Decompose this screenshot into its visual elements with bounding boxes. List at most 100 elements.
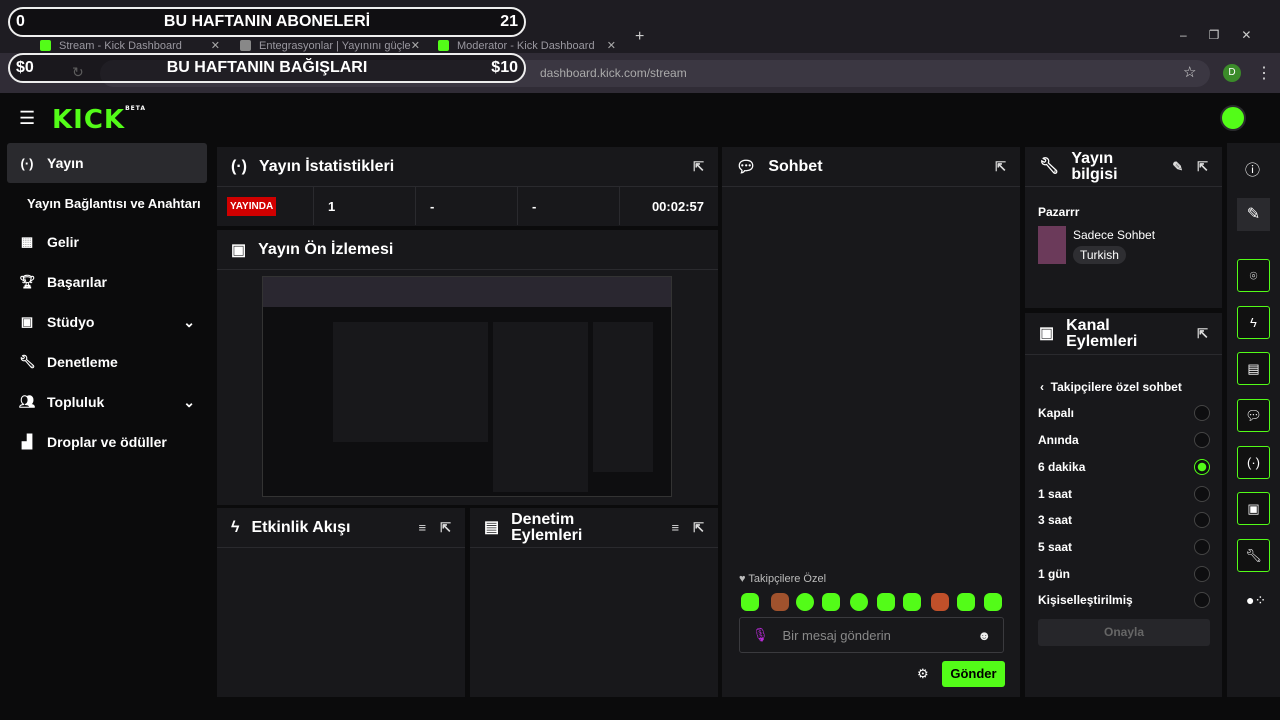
live-badge: YAYINDA <box>227 196 277 216</box>
radio-option[interactable]: 5 saat <box>1038 539 1210 555</box>
browser-menu-icon[interactable]: ⋮ <box>1256 65 1272 82</box>
sidebar-item-denetleme[interactable]: 🔧︎ Denetleme <box>7 342 207 382</box>
broadcast-icon: (·) <box>231 157 247 175</box>
broadcast-rail-icon[interactable]: (·) <box>1237 446 1270 479</box>
emote[interactable] <box>931 593 949 611</box>
browser-tab[interactable]: Stream - Kick Dashboard ✕ <box>40 38 220 53</box>
sidebar-item-basarilar[interactable]: 🏆︎ Başarılar <box>7 262 207 302</box>
wrench-icon: 🔧︎ <box>19 354 36 369</box>
donations-max: $10 <box>491 59 518 76</box>
chevron-down-icon: ⌄ <box>183 393 195 410</box>
chat-rail-icon[interactable]: 💬︎ <box>1237 399 1270 432</box>
panel-header: ϟ Etkinlik Akışı ≡ ⇱ <box>217 508 465 548</box>
panel-header: 🔧︎ Yayın bilgisi ✎ ⇱ <box>1025 147 1222 187</box>
popout-icon[interactable]: ⇱ <box>440 519 451 535</box>
stream-preview-video[interactable] <box>262 276 672 497</box>
sidebar-item-droplar[interactable]: ▟ Droplar ve ödüller <box>7 422 207 462</box>
back-button[interactable]: ‹ Takipçilere özel sohbet <box>1040 380 1182 394</box>
stream-preview-panel: ▣ Yayın Ön İzlemesi <box>217 230 718 505</box>
emote[interactable] <box>741 593 759 611</box>
emote[interactable] <box>957 593 975 611</box>
microphone-icon[interactable]: 🎙︎ <box>752 627 769 642</box>
document-icon: ▤ <box>484 518 500 536</box>
document-rail-icon[interactable]: ▤ <box>1237 352 1270 385</box>
kick-favicon-icon <box>438 40 449 51</box>
close-tab-icon[interactable]: ✕ <box>410 40 420 52</box>
emote[interactable] <box>771 593 789 611</box>
radio-option-selected[interactable]: 6 dakika <box>1038 459 1210 475</box>
browser-tab[interactable]: Moderator - Kick Dashboard ✕ <box>438 38 616 53</box>
stream-category[interactable]: Sadece Sohbet <box>1073 228 1156 242</box>
close-tab-icon[interactable]: ✕ <box>606 40 616 52</box>
popout-icon[interactable]: ⇱ <box>1197 325 1208 341</box>
camera-rail-icon[interactable]: ⌾ <box>1237 259 1270 292</box>
panel-title: Etkinlik Akışı <box>251 518 351 536</box>
chevron-down-icon: ⌄ <box>183 313 195 330</box>
popout-icon[interactable]: ⇱ <box>995 158 1006 174</box>
profile-avatar[interactable]: D <box>1223 64 1241 82</box>
channel-icon: ▣ <box>1039 324 1055 342</box>
close-tab-icon[interactable]: ✕ <box>210 40 220 52</box>
radio-option[interactable]: Anında <box>1038 432 1210 448</box>
window-controls[interactable]: –❐✕ <box>1180 28 1274 42</box>
radio-option[interactable]: 3 saat <box>1038 512 1210 528</box>
emote[interactable] <box>903 593 921 611</box>
sidebar-item-yayin[interactable]: (·) Yayın <box>7 143 207 183</box>
revenue-icon: ▦ <box>20 234 34 249</box>
sidebar-label: Yayın Bağlantısı ve Anahtarı <box>27 195 201 211</box>
chat-placeholder: Bir mesaj gönderin <box>782 627 891 643</box>
channel-rail-icon[interactable]: ▣ <box>1237 492 1270 525</box>
emote[interactable] <box>822 593 840 611</box>
stream-stats-panel: (·) Yayın İstatistikleri ⇱ YAYINDA 1 - - 0… <box>217 147 718 226</box>
popout-icon[interactable]: ⇱ <box>1197 158 1208 174</box>
radio-option[interactable]: 1 saat <box>1038 486 1210 502</box>
lightning-rail-icon[interactable]: ϟ <box>1237 306 1270 339</box>
chat-panel: 💬︎ Sohbet ⇱ <box>722 147 1020 697</box>
user-avatar[interactable] <box>1220 105 1246 131</box>
chat-mode-label: ♥ Takipçilere Özel <box>739 573 827 585</box>
radio-option[interactable]: Kişiselleştirilmiş <box>1038 592 1210 608</box>
filter-icon[interactable]: ≡ <box>418 519 427 535</box>
popout-icon[interactable]: ⇱ <box>693 519 704 535</box>
filter-icon[interactable]: ≡ <box>671 519 680 535</box>
community-icon: 👥︎ <box>19 394 36 409</box>
edit-pencil-icon[interactable]: ✎ <box>1237 198 1270 231</box>
studio-icon: ▣ <box>20 314 34 329</box>
hamburger-menu-icon[interactable]: ☰ <box>19 108 36 128</box>
send-button[interactable]: Gönder <box>942 661 1005 687</box>
sidebar-item-gelir[interactable]: ▦ Gelir <box>7 222 207 262</box>
wrench-rail-icon[interactable]: 🔧︎ <box>1237 539 1270 572</box>
more-widgets-icon[interactable]: ●⁘ <box>1246 592 1267 608</box>
sidebar-item-topluluk[interactable]: 👥︎ Topluluk ⌄ <box>7 382 207 422</box>
sidebar-item-stream-key[interactable]: Yayın Bağlantısı ve Anahtarı <box>7 183 207 223</box>
edit-pencil-icon[interactable]: ✎ <box>1172 158 1184 174</box>
emote[interactable] <box>850 593 868 611</box>
sidebar-item-studyo[interactable]: ▣ Stüdyo ⌄ <box>7 302 207 342</box>
panel-title: Denetim Eylemleri <box>511 510 583 544</box>
wrench-icon: 🔧︎ <box>1039 157 1060 175</box>
chat-message-input[interactable]: 🎙︎ Bir mesaj gönderin ☻ <box>739 617 1004 653</box>
info-icon[interactable]: ⓘ <box>1245 162 1261 179</box>
sidebar-label: Droplar ve ödüller <box>47 434 167 450</box>
stat-viewers: 1 <box>314 187 416 225</box>
radio-option[interactable]: Kapalı <box>1038 405 1210 421</box>
popout-icon[interactable]: ⇱ <box>693 158 704 174</box>
confirm-button[interactable]: Onayla <box>1038 619 1210 646</box>
new-tab-button[interactable]: + <box>635 28 645 45</box>
lightning-icon: ϟ <box>231 518 240 536</box>
browser-tab[interactable]: Entegrasyonlar | Yayınını güçle ✕ <box>240 38 420 53</box>
subs-max: 21 <box>500 13 518 30</box>
bookmark-star-icon[interactable]: ☆ <box>1183 64 1197 81</box>
emote[interactable] <box>796 593 814 611</box>
sidebar-label: Denetleme <box>47 354 118 370</box>
emote[interactable] <box>877 593 895 611</box>
emoji-icon[interactable]: ☻ <box>977 627 991 643</box>
panel-title: Yayın Ön İzlemesi <box>258 240 394 258</box>
reload-icon[interactable]: ↻ <box>72 64 84 80</box>
panel-title: Yayın İstatistikleri <box>258 157 395 175</box>
radio-option[interactable]: 1 gün <box>1038 566 1210 582</box>
emote[interactable] <box>984 593 1002 611</box>
event-feed-panel: ϟ Etkinlik Akışı ≡ ⇱ <box>217 508 465 697</box>
chat-settings-gear-icon[interactable]: ⚙ <box>917 666 929 681</box>
kick-logo[interactable]: KICKBETA <box>52 105 147 135</box>
